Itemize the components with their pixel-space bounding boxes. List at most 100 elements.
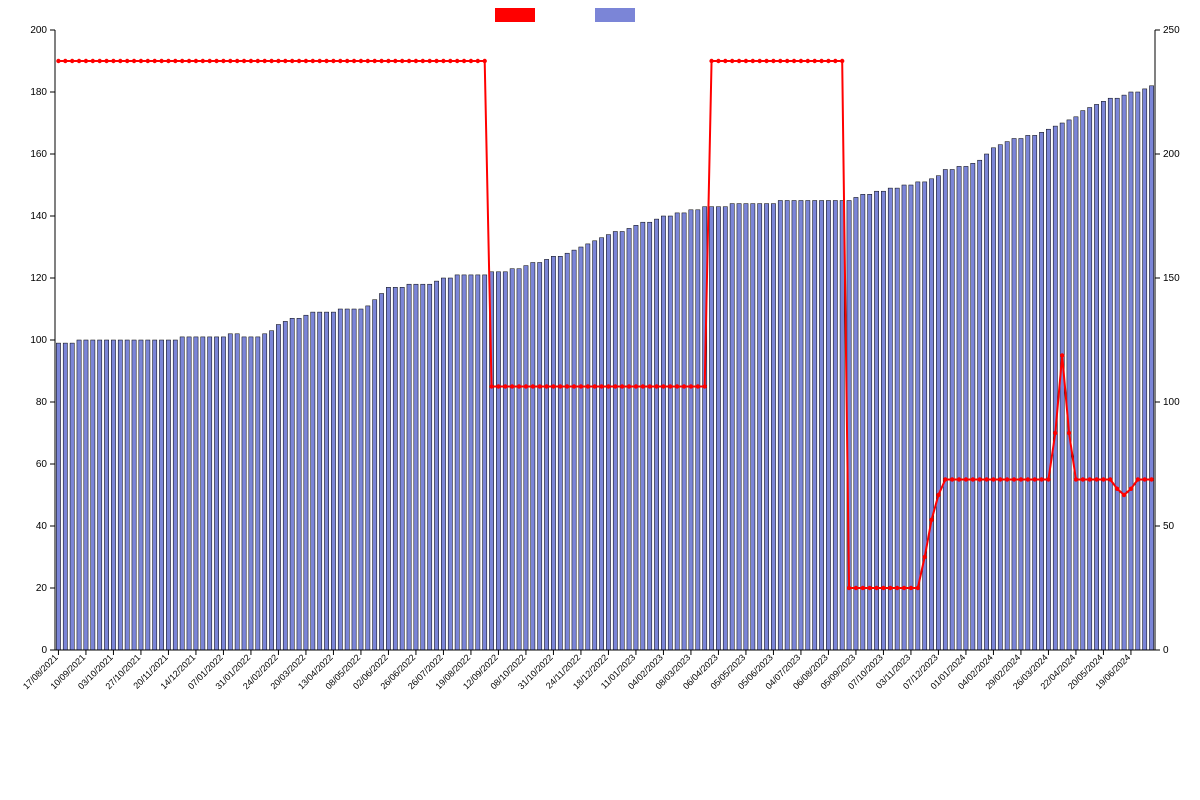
line-marker [1060,353,1064,357]
bar [180,337,184,650]
bar [132,340,136,650]
line-marker [421,59,425,63]
bar [338,309,342,650]
bar [98,340,102,650]
bar [861,194,865,650]
line-marker [1046,477,1050,481]
line-marker [998,477,1002,481]
bar [593,241,597,650]
line-marker [276,59,280,63]
bar [153,340,157,650]
line-marker [647,384,651,388]
bar [1122,95,1126,650]
line-marker [551,384,555,388]
bar [331,312,335,650]
line-marker [441,59,445,63]
line-marker [317,59,321,63]
line-marker [964,477,968,481]
line-marker [111,59,115,63]
line-marker [771,59,775,63]
bar [118,340,122,650]
bar [964,166,968,650]
line-marker [1129,487,1133,491]
line-marker [290,59,294,63]
line-marker [331,59,335,63]
line-marker [214,59,218,63]
line-marker [366,59,370,63]
bar [826,201,830,651]
bar [400,287,404,650]
bar [159,340,163,650]
line-marker [531,384,535,388]
line-marker [1012,477,1016,481]
line-marker [826,59,830,63]
bar [627,228,631,650]
bar [1005,142,1009,650]
line-marker [70,59,74,63]
left-axis-tick-label: 80 [36,397,48,408]
bar [146,340,150,650]
bar [723,207,727,650]
line-marker [586,384,590,388]
line-marker [854,586,858,590]
bar [1039,132,1043,650]
line-marker [297,59,301,63]
bar [544,259,548,650]
bar [606,235,610,650]
line-marker [867,586,871,590]
bar [1081,111,1085,650]
bar [586,244,590,650]
bar [214,337,218,650]
bar [895,188,899,650]
line-marker [524,384,528,388]
bar [758,204,762,650]
line-marker [379,59,383,63]
line-marker [950,477,954,481]
bar [806,201,810,651]
line-marker [324,59,328,63]
line-marker [847,586,851,590]
bar [792,201,796,651]
bar [77,340,81,650]
line-marker [1026,477,1030,481]
bar [345,309,349,650]
bar [1108,98,1112,650]
bar [943,170,947,651]
bar [929,179,933,650]
line-marker [840,59,844,63]
line-marker [359,59,363,63]
line-marker [256,59,260,63]
line-marker [1053,431,1057,435]
bar [414,284,418,650]
bar [1046,129,1050,650]
bar [242,337,246,650]
bar [476,275,480,650]
right-axis-tick-label: 250 [1163,25,1180,36]
bar [503,272,507,650]
bar [599,238,603,650]
line-marker [833,59,837,63]
bar [998,145,1002,650]
bar [1026,135,1030,650]
dual-axis-chart: 0204060801001201401601802000501001502002… [0,0,1200,800]
right-axis-tick-label: 50 [1163,521,1175,532]
bar [696,210,700,650]
bar [716,207,720,650]
bar [572,250,576,650]
bar [441,278,445,650]
bar [352,309,356,650]
line-marker [916,586,920,590]
bar [166,340,170,650]
line-marker [977,477,981,481]
bar [1019,139,1023,651]
line-marker [207,59,211,63]
bar [1129,92,1133,650]
bar [1149,86,1153,650]
bar [634,225,638,650]
legend-swatch [595,8,635,22]
line-marker [139,59,143,63]
line-marker [537,384,541,388]
bar [764,204,768,650]
bar [950,170,954,651]
bar [1074,117,1078,650]
